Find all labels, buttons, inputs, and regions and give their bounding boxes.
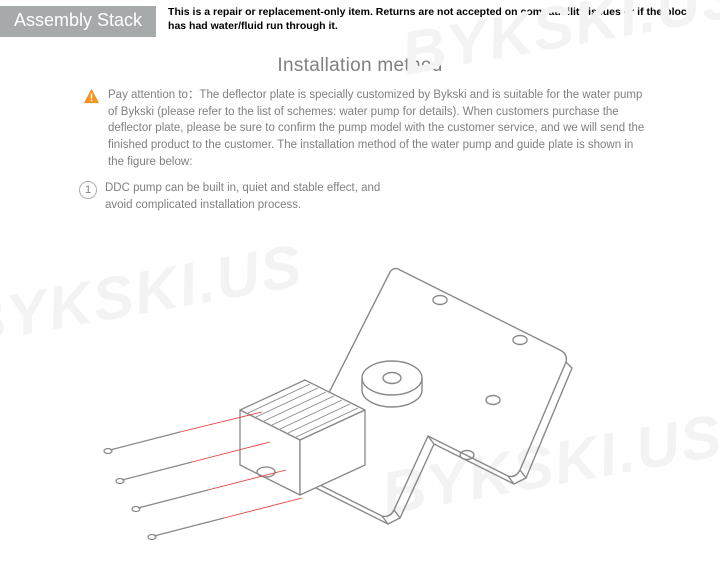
attention-text: Pay attention to：The deflector plate is … <box>108 87 652 170</box>
warning-icon <box>83 88 100 110</box>
installation-diagram <box>90 240 670 570</box>
return-policy-notice: This is a repair or replacement-only ite… <box>168 6 720 33</box>
step-1: 1 DDC pump can be built in, quiet and st… <box>105 180 652 213</box>
assembly-stack-tag: Assembly Stack <box>0 6 156 37</box>
section-title: Installation method <box>0 55 720 77</box>
header: Assembly Stack This is a repair or repla… <box>0 0 720 37</box>
attention-row: Pay attention to：The deflector plate is … <box>105 87 652 170</box>
content-block: Pay attention to：The deflector plate is … <box>105 87 652 214</box>
step-1-text: DDC pump can be built in, quiet and stab… <box>105 180 405 213</box>
step-number-badge: 1 <box>79 181 97 199</box>
